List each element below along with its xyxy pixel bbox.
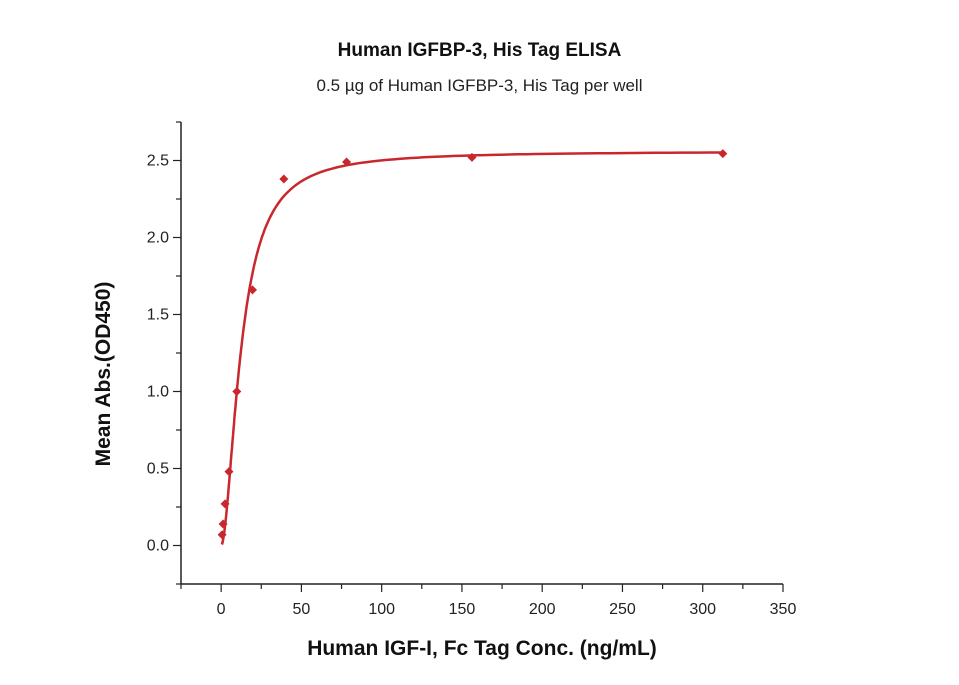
data-point — [247, 285, 257, 295]
data-point — [467, 152, 477, 162]
x-tick-label: 350 — [770, 601, 797, 618]
data-point — [279, 174, 289, 184]
x-tick-label: 200 — [529, 601, 556, 618]
y-tick-label: 1.5 — [147, 307, 169, 324]
data-point — [232, 387, 242, 396]
data-point — [342, 157, 352, 167]
x-tick-label: 0 — [217, 601, 226, 618]
data-point — [224, 467, 234, 477]
y-tick-label: 0.0 — [147, 538, 169, 555]
fit-curve — [220, 151, 723, 546]
x-tick-label: 300 — [689, 601, 716, 618]
chart-subtitle: 0.5 µg of Human IGFBP-3, His Tag per wel… — [316, 76, 643, 95]
data-point — [218, 519, 228, 529]
y-axis-label: Mean Abs.(OD450) — [92, 282, 115, 467]
chart-title: Human IGFBP-3, His Tag ELISA — [337, 40, 622, 61]
data-point — [217, 530, 227, 540]
y-tick-label: 0.5 — [147, 461, 169, 478]
data-point — [220, 499, 230, 509]
x-axis-label: Human IGF-I, Fc Tag Conc. (ng/mL) — [307, 637, 657, 660]
y-tick-label: 2.5 — [147, 153, 169, 170]
x-tick-label: 150 — [449, 601, 476, 618]
y-tick-label: 1.0 — [147, 384, 169, 401]
data-point — [718, 149, 728, 159]
x-tick-label: 100 — [368, 601, 395, 618]
x-tick-label: 50 — [293, 601, 311, 618]
x-tick-label: 250 — [609, 601, 636, 618]
y-tick-label: 2.0 — [147, 230, 169, 247]
